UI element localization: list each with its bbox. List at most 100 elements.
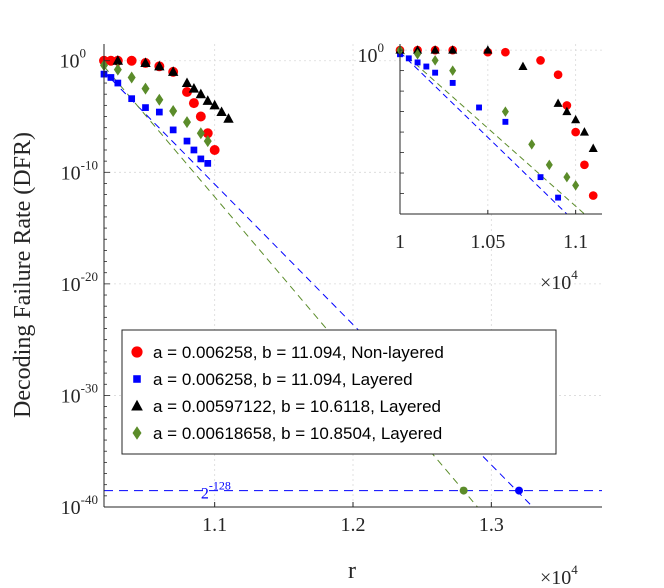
inset-data-point <box>537 174 544 181</box>
inset-data-point <box>545 159 553 171</box>
legend-marker <box>131 346 143 358</box>
legend-entry: a = 0.00597122, b = 10.6118, Layered <box>153 397 441 416</box>
inset-x-tick-label: 1 <box>395 231 405 253</box>
data-point <box>209 145 220 155</box>
inset-data-point <box>588 143 598 152</box>
inset-data-point <box>571 114 581 124</box>
data-point <box>126 55 137 66</box>
inset-points <box>395 44 598 201</box>
data-point <box>197 155 205 163</box>
inset-data-point <box>579 127 589 136</box>
data-point <box>204 160 212 167</box>
data-point <box>105 55 116 66</box>
data-point <box>127 71 136 84</box>
inset-data-point <box>431 55 439 66</box>
inset-background <box>400 44 602 214</box>
y-tick-label: 10-40 <box>61 492 98 519</box>
y-tick-label: 10-30 <box>61 380 98 407</box>
y-tick-label: 10-10 <box>61 157 98 184</box>
inset-tick-labels: 1 1.05 1.1 100 <box>358 40 589 253</box>
data-point <box>183 137 191 145</box>
inset-data-point <box>563 171 571 183</box>
inset-data-point <box>430 45 440 54</box>
data-point <box>140 57 151 67</box>
inset-y-tick-label: 100 <box>358 40 385 67</box>
inset-fit-line <box>399 49 585 215</box>
y-axis-label: Decoding Failure Rate (DFR) <box>10 132 36 418</box>
x-tick-label: 1.3 <box>479 514 504 536</box>
legend-marker <box>133 375 141 383</box>
inset-data-point <box>405 55 412 62</box>
x-tick-label: 1.2 <box>341 514 366 536</box>
inset-data-point <box>449 79 456 86</box>
data-point <box>183 116 191 129</box>
legend-entry: a = 0.006258, b = 11.094, Non-layered <box>153 343 444 362</box>
legend-entry: a = 0.006258, b = 11.094, Layered <box>153 370 413 389</box>
inset-data-point <box>588 191 598 200</box>
inset-data-point <box>423 63 430 70</box>
inset-data-point <box>449 65 457 76</box>
data-point <box>195 88 207 99</box>
inset-data-point <box>562 106 572 116</box>
data-point <box>169 104 178 117</box>
legend-marker <box>131 399 143 411</box>
data-point <box>181 77 193 88</box>
data-point <box>188 83 200 93</box>
data-point <box>113 63 122 76</box>
security-threshold: 2-128 <box>104 479 602 503</box>
data-point <box>202 95 213 105</box>
inset-data-point <box>502 118 509 125</box>
inset-fit-lines <box>399 49 585 215</box>
inset-data-point <box>483 45 493 54</box>
data-point <box>209 99 220 110</box>
data-point <box>155 108 163 116</box>
data-point <box>182 87 192 97</box>
inset-data-point <box>571 127 580 137</box>
inset-data-point <box>555 194 562 201</box>
inset-data-point <box>528 139 536 150</box>
inset-x-tick-label: 1.05 <box>470 231 505 253</box>
data-point <box>169 126 177 134</box>
inset-data-point <box>553 98 563 107</box>
data-point <box>112 55 124 65</box>
data-point <box>141 82 150 95</box>
inset-data-point <box>536 56 545 65</box>
legend-marker <box>132 426 142 440</box>
data-point <box>196 127 205 140</box>
data-point <box>107 74 115 81</box>
security-label: 2-128 <box>201 479 231 503</box>
inset-data-point <box>432 69 439 76</box>
inset-fit-line <box>399 51 568 215</box>
legend: a = 0.006258, b = 11.094, Non-layered a =… <box>121 329 557 455</box>
security-intersection-point <box>515 486 523 495</box>
data-point <box>190 146 198 154</box>
main-points <box>99 55 523 495</box>
inset-data-point <box>518 61 528 71</box>
data-point <box>142 104 149 111</box>
inset-data-point <box>501 106 509 117</box>
inset-axes <box>399 44 602 215</box>
main-tick-labels: 1.1 1.2 1.3 100 10-10 10-20 10-30 10-40 <box>60 46 504 536</box>
data-point <box>128 95 136 103</box>
y-tick-label: 100 <box>60 46 87 73</box>
data-point <box>188 98 199 109</box>
inset-chart: 1 1.05 1.1 100 ×104 <box>358 40 602 294</box>
inset-x-multiplier: ×104 <box>540 267 578 294</box>
inset-data-point <box>414 48 422 60</box>
legend-box <box>121 329 557 455</box>
inset-data-point <box>580 160 589 170</box>
data-point <box>223 113 234 123</box>
y-tick-label: 10-20 <box>61 269 98 296</box>
inset-data-point <box>562 101 572 110</box>
data-point <box>203 135 212 148</box>
data-point <box>216 106 227 117</box>
data-point <box>155 93 164 106</box>
x-multiplier: ×104 <box>540 562 578 588</box>
x-axis-label: r <box>348 558 356 584</box>
inset-data-point <box>553 70 563 80</box>
inset-x-tick-label: 1.1 <box>563 231 588 253</box>
data-point <box>167 66 179 76</box>
data-point <box>202 128 213 139</box>
main-axes <box>103 44 602 508</box>
